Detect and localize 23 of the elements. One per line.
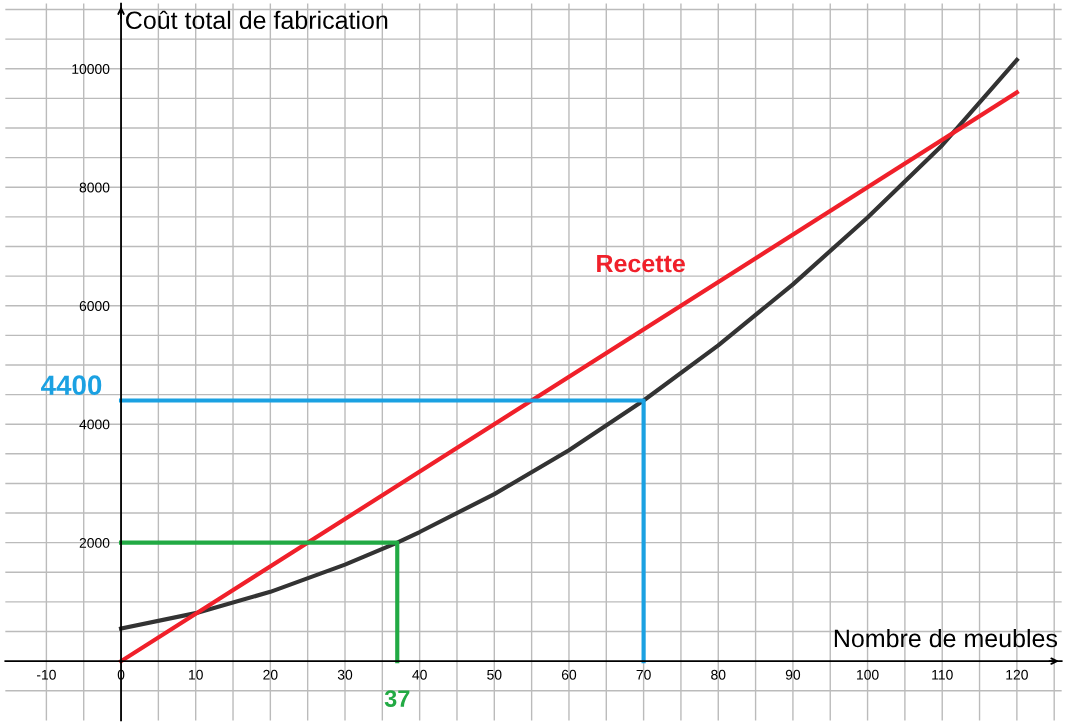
x-tick-label: 120 [1006, 669, 1028, 680]
x-tick-label: 20 [263, 669, 278, 680]
x-tick-label: 30 [337, 669, 353, 680]
x-tick-label: 80 [711, 669, 726, 680]
x-tick-label: 70 [636, 669, 651, 680]
x-tick-label: 60 [561, 669, 577, 680]
x-tick-label: 10 [189, 669, 203, 680]
x-tick-label: 40 [412, 669, 427, 680]
x-tick-label: 110 [932, 669, 953, 680]
annotation: 4400 [41, 375, 102, 396]
annotation: 37 [384, 690, 410, 707]
y-tick-label: 6000 [79, 301, 110, 311]
y-axis-title: Coût total de fabrication [126, 10, 388, 30]
y-tick-label: 4000 [79, 419, 110, 430]
x-tick-label: 90 [785, 669, 801, 680]
x-tick-label: 100 [857, 669, 879, 680]
y-tick-label: 2000 [79, 538, 110, 548]
y-tick-label: 10000 [72, 64, 110, 74]
y-tick-label: 8000 [79, 182, 110, 193]
x-axis-title: Nombre de meubles [834, 628, 1058, 648]
x-tick-label: -10 [36, 669, 56, 680]
x-tick-label: 50 [487, 669, 502, 680]
series-label: Recette [597, 254, 685, 273]
